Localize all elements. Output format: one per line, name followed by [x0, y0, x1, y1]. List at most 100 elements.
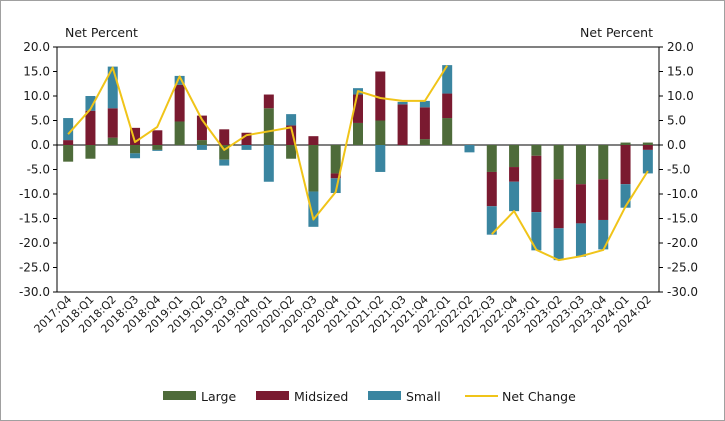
- legend-label-midsized: Midsized: [294, 389, 348, 404]
- left-axis-title: Net Percent: [65, 25, 138, 40]
- y-tick-label-right: -25.0: [667, 261, 698, 275]
- bar-midsized: [241, 132, 252, 145]
- bar-small: [308, 191, 319, 227]
- bar-small: [219, 159, 230, 166]
- net-change-line: [67, 65, 449, 221]
- y-tick-label-left: 5.0: [31, 114, 50, 128]
- bar-large: [174, 121, 185, 145]
- bar-small: [174, 75, 185, 85]
- bar-large: [419, 139, 430, 145]
- bar-large: [353, 122, 363, 145]
- bar-small: [241, 145, 252, 150]
- y-tick-label-left: -5.0: [27, 163, 50, 177]
- y-tick-label-right: 15.0: [667, 65, 694, 79]
- bar-small: [642, 149, 653, 174]
- bar-midsized: [174, 84, 185, 122]
- bar-midsized: [330, 173, 341, 179]
- bar-small: [263, 145, 274, 182]
- y-tick-label-left: 10.0: [23, 89, 50, 103]
- bar-midsized: [397, 104, 408, 145]
- bar-midsized: [196, 115, 207, 141]
- bar-large: [486, 145, 497, 172]
- y-tick-label-right: 0.0: [667, 138, 686, 152]
- bar-large: [509, 145, 520, 168]
- bar-small: [286, 114, 297, 126]
- right-axis-title: Net Percent: [580, 25, 653, 40]
- bar-midsized: [442, 93, 453, 119]
- bar-midsized: [575, 184, 586, 224]
- y-tick-label-right: -20.0: [667, 236, 698, 250]
- bar-small: [419, 100, 430, 108]
- bar-large: [442, 118, 453, 145]
- bar-small: [531, 212, 542, 251]
- y-tick-label-right: 10.0: [667, 89, 694, 103]
- bar-small: [486, 206, 497, 235]
- y-tick-label-left: -25.0: [19, 261, 50, 275]
- bar-midsized: [509, 167, 520, 182]
- bar-small: [442, 65, 453, 94]
- bar-large: [286, 145, 297, 159]
- bar-large: [152, 145, 163, 150]
- bar-large: [330, 145, 341, 174]
- bar-midsized: [130, 127, 141, 145]
- bar-small: [130, 153, 141, 159]
- bar-midsized: [308, 136, 319, 145]
- y-tick-label-right: 20.0: [667, 40, 694, 54]
- bar-large: [196, 140, 207, 145]
- bar-midsized: [152, 130, 163, 145]
- bar-large: [642, 142, 653, 145]
- bar-small: [397, 101, 408, 105]
- bar-midsized: [531, 155, 542, 213]
- bar-midsized: [85, 110, 96, 145]
- y-tick-label-right: -30.0: [667, 285, 698, 299]
- bar-small: [196, 145, 207, 150]
- bar-small: [509, 181, 520, 212]
- y-tick-label-left: 0.0: [31, 138, 50, 152]
- bar-small: [620, 184, 631, 208]
- bar-midsized: [620, 145, 631, 185]
- bar-large: [598, 145, 609, 180]
- plot-area-border: [56, 46, 660, 293]
- bar-midsized: [553, 179, 564, 229]
- y-tick-label-left: -30.0: [19, 285, 50, 299]
- legend-swatch-midsized: [256, 391, 289, 400]
- bar-large: [375, 120, 386, 145]
- bar-midsized: [353, 94, 363, 123]
- bar-large: [219, 145, 230, 160]
- bar-small: [63, 118, 74, 141]
- bar-small: [152, 149, 163, 151]
- bar-small: [330, 178, 341, 194]
- bar-small: [553, 228, 564, 261]
- bar-large: [531, 145, 542, 156]
- y-tick-label-right: -5.0: [667, 163, 690, 177]
- bar-large: [63, 145, 74, 162]
- bar-midsized: [219, 129, 230, 145]
- bar-midsized: [642, 145, 653, 150]
- bar-midsized: [486, 171, 497, 207]
- legend-label-large: Large: [201, 389, 236, 404]
- y-tick-label-left: -15.0: [19, 212, 50, 226]
- bar-large: [620, 142, 631, 145]
- legend-label-net-change: Net Change: [502, 389, 576, 404]
- bar-midsized: [419, 107, 430, 140]
- y-tick-label-left: 20.0: [23, 40, 50, 54]
- bar-midsized: [598, 179, 609, 220]
- bar-midsized: [375, 71, 386, 121]
- bar-midsized: [107, 108, 118, 138]
- y-tick-label-right: -15.0: [667, 212, 698, 226]
- legend-label-small: Small: [406, 389, 441, 404]
- bar-large: [575, 145, 586, 185]
- y-tick-label-left: 15.0: [23, 65, 50, 79]
- bar-small: [107, 66, 118, 109]
- bar-small: [85, 96, 96, 111]
- bar-small: [375, 145, 386, 172]
- bar-large: [85, 145, 96, 159]
- bar-midsized: [286, 125, 297, 145]
- bar-midsized: [263, 94, 274, 109]
- bar-small: [464, 145, 475, 153]
- bar-large: [308, 145, 319, 192]
- y-tick-label-right: 5.0: [667, 114, 686, 128]
- bar-large: [107, 137, 118, 145]
- bar-large: [130, 145, 141, 154]
